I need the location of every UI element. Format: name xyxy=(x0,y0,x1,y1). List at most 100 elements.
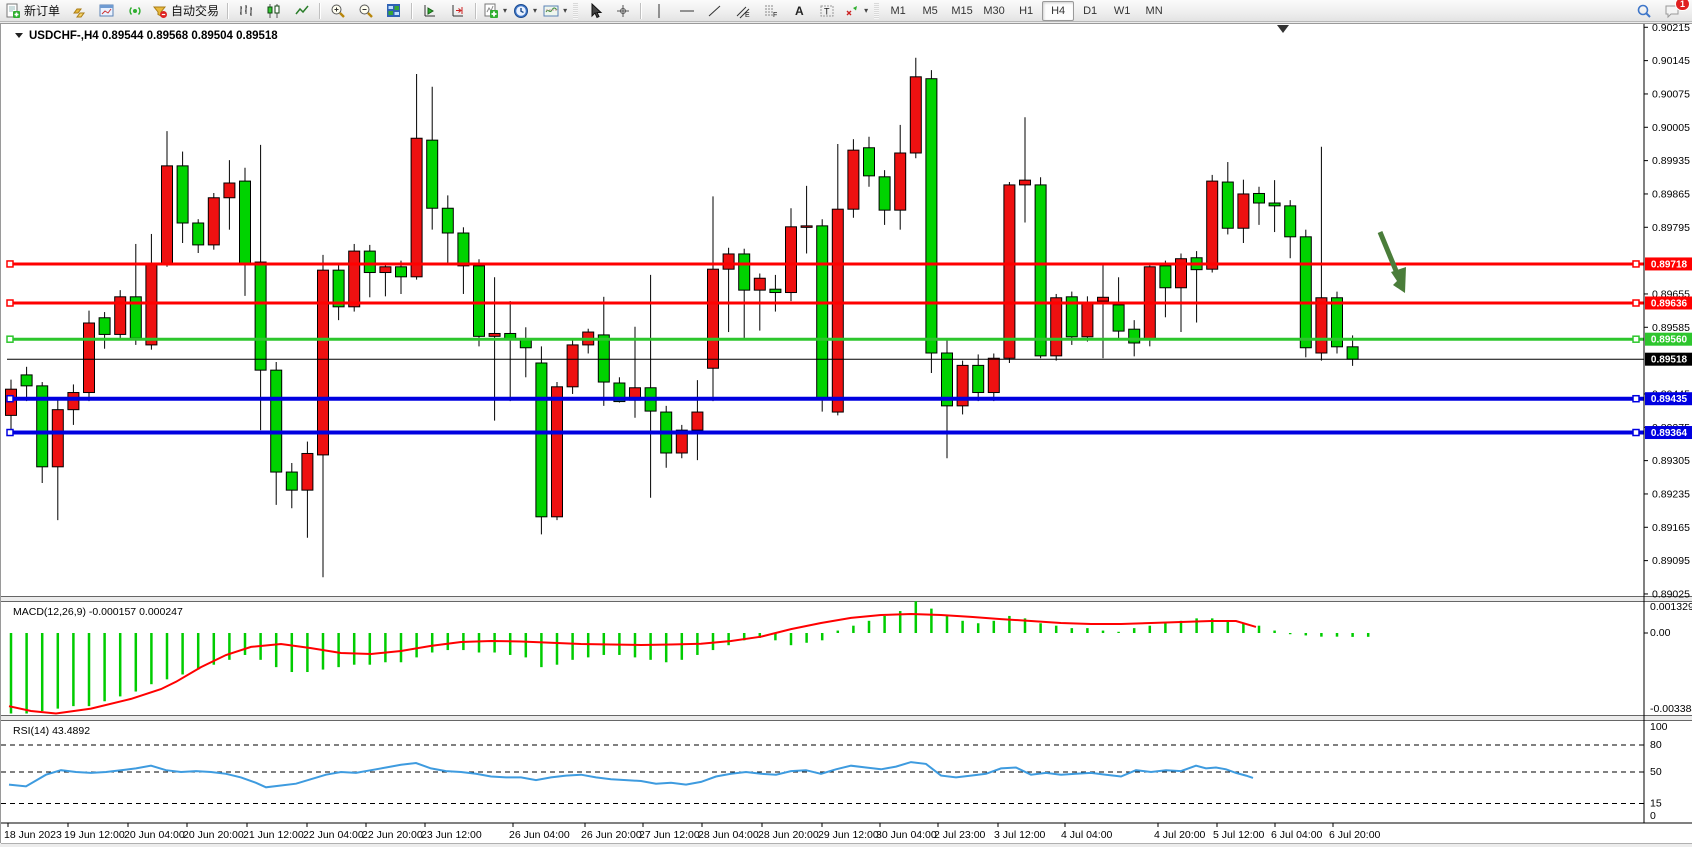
arrows-button[interactable]: ▾ xyxy=(841,0,871,22)
time-tick: 20 Jun 20:00 xyxy=(183,829,244,841)
cursor-button[interactable] xyxy=(581,0,609,22)
rsi-scale-label: 50 xyxy=(1650,766,1662,778)
timeframe-w1-button[interactable]: W1 xyxy=(1113,4,1131,17)
symbol-dropdown-icon[interactable] xyxy=(15,33,23,38)
toolbar-grip[interactable] xyxy=(573,2,579,19)
time-tick: 22 Jun 20:00 xyxy=(362,829,423,841)
price-tick: 0.89095 xyxy=(1652,555,1690,567)
candle xyxy=(925,70,938,373)
timeframe-m1-button[interactable]: M1 xyxy=(890,4,906,17)
line-handle[interactable] xyxy=(1632,299,1640,307)
search-button[interactable] xyxy=(1630,0,1658,22)
vline-button[interactable] xyxy=(645,0,673,22)
rsi-scale-label: 15 xyxy=(1650,798,1662,810)
svg-text:A: A xyxy=(795,4,804,18)
svg-text:T: T xyxy=(824,6,830,16)
line-type-button[interactable] xyxy=(288,0,316,22)
crosshair-button[interactable] xyxy=(609,0,637,22)
chart-shift-marker[interactable] xyxy=(1277,25,1289,33)
channel-icon: E xyxy=(736,6,750,19)
periods-button[interactable]: ▾ xyxy=(510,0,540,22)
gold-quotes-button[interactable] xyxy=(65,0,93,22)
zoom-in-button[interactable] xyxy=(324,0,352,22)
timeframe-m30-button[interactable]: M30 xyxy=(983,4,1005,17)
time-tick: 18 Jun 2023 xyxy=(4,829,62,841)
price-badge xyxy=(1645,332,1692,346)
chevron-down-icon[interactable]: ▾ xyxy=(503,6,508,15)
line-handle[interactable] xyxy=(1632,394,1640,403)
channel-button[interactable]: E xyxy=(729,0,757,22)
tile-windows-icon xyxy=(387,3,401,17)
candles-type-button[interactable] xyxy=(260,0,288,22)
periods-icon xyxy=(514,3,529,18)
line-handle[interactable] xyxy=(6,394,14,403)
toolbar-separator xyxy=(411,2,414,19)
candle xyxy=(83,310,95,402)
candle xyxy=(707,196,719,402)
line-handle[interactable] xyxy=(6,299,14,307)
hline-icon xyxy=(680,10,695,11)
fibonacci-button[interactable]: F xyxy=(757,0,785,22)
line-handle[interactable] xyxy=(1632,335,1640,343)
candle xyxy=(551,382,563,521)
chart-window: USDCHF-,H4 0.89544 0.89568 0.89504 0.895… xyxy=(0,23,1692,847)
auto-trading-button[interactable]: 自动交易 xyxy=(149,0,224,22)
auto-scroll-button[interactable] xyxy=(444,0,472,22)
templates-button[interactable]: ▾ xyxy=(540,0,570,22)
macd-scale-label: 0.001329 xyxy=(1650,601,1692,613)
price-tick: 0.89305 xyxy=(1652,455,1690,467)
hline-button[interactable] xyxy=(673,0,701,22)
trendline-button[interactable] xyxy=(701,0,729,22)
candle xyxy=(441,195,454,263)
toolbar-grip[interactable] xyxy=(874,2,880,19)
signal-button[interactable] xyxy=(121,0,149,22)
toolbar-separator xyxy=(319,2,322,19)
timeframe-mn-button[interactable]: MN xyxy=(1145,4,1163,17)
chart-shift-button[interactable] xyxy=(416,0,444,22)
timeframe-d1-button[interactable]: D1 xyxy=(1083,4,1098,17)
timeframe-h4-button[interactable]: H4 xyxy=(1042,0,1075,21)
candle xyxy=(1034,177,1047,359)
text-label-button[interactable]: T xyxy=(813,0,841,22)
candle xyxy=(20,366,33,402)
fibonacci-icon: F xyxy=(765,5,777,19)
line-handle[interactable] xyxy=(1632,428,1640,437)
line-handle[interactable] xyxy=(6,335,14,343)
macd-panel: MACD(12,26,9) -0.000157 0.000247 xyxy=(8,601,1370,715)
chevron-down-icon[interactable]: ▾ xyxy=(563,6,568,15)
chart-canvas[interactable]: USDCHF-,H4 0.89544 0.89568 0.89504 0.895… xyxy=(1,24,1692,847)
sell-pressure-arrow[interactable] xyxy=(1377,231,1406,293)
panel-splitter[interactable] xyxy=(1,715,1692,721)
svg-text:0.89435: 0.89435 xyxy=(1651,394,1688,405)
rsi-line xyxy=(8,761,1254,789)
zoom-out-button[interactable] xyxy=(352,0,380,22)
indicators-button[interactable]: ▾ xyxy=(480,0,510,22)
bars-type-button[interactable] xyxy=(232,0,260,22)
chat-button[interactable]: 1 xyxy=(1658,0,1690,22)
candle xyxy=(317,254,329,578)
candle xyxy=(1331,291,1343,354)
timeframe-m15-button[interactable]: M15 xyxy=(951,4,973,17)
chart-window-button[interactable] xyxy=(93,0,121,22)
candle xyxy=(1268,180,1281,233)
line-handle[interactable] xyxy=(6,428,14,437)
macd-label: MACD(12,26,9) -0.000157 0.000247 xyxy=(13,606,183,618)
toolbar-separator xyxy=(227,2,230,19)
price-tick: 0.90075 xyxy=(1652,88,1690,100)
new-order-button[interactable]: 新订单 xyxy=(2,0,65,22)
timeframe-h1-button[interactable]: H1 xyxy=(1019,4,1034,17)
chevron-down-icon[interactable]: ▾ xyxy=(864,6,869,15)
toolbar-separator xyxy=(640,2,643,19)
price-tick: 0.89865 xyxy=(1652,188,1690,200)
candle xyxy=(1003,182,1016,363)
panel-splitter[interactable] xyxy=(1,596,1692,602)
text-button[interactable]: A xyxy=(785,0,813,22)
line-handle[interactable] xyxy=(1632,260,1640,268)
tile-windows-button[interactable] xyxy=(380,0,408,22)
candle xyxy=(348,243,361,312)
macd-scale-label: -0.003384 xyxy=(1650,703,1692,715)
timeframe-m5-button[interactable]: M5 xyxy=(922,4,938,17)
chevron-down-icon[interactable]: ▾ xyxy=(533,6,538,15)
line-handle[interactable] xyxy=(6,260,14,268)
